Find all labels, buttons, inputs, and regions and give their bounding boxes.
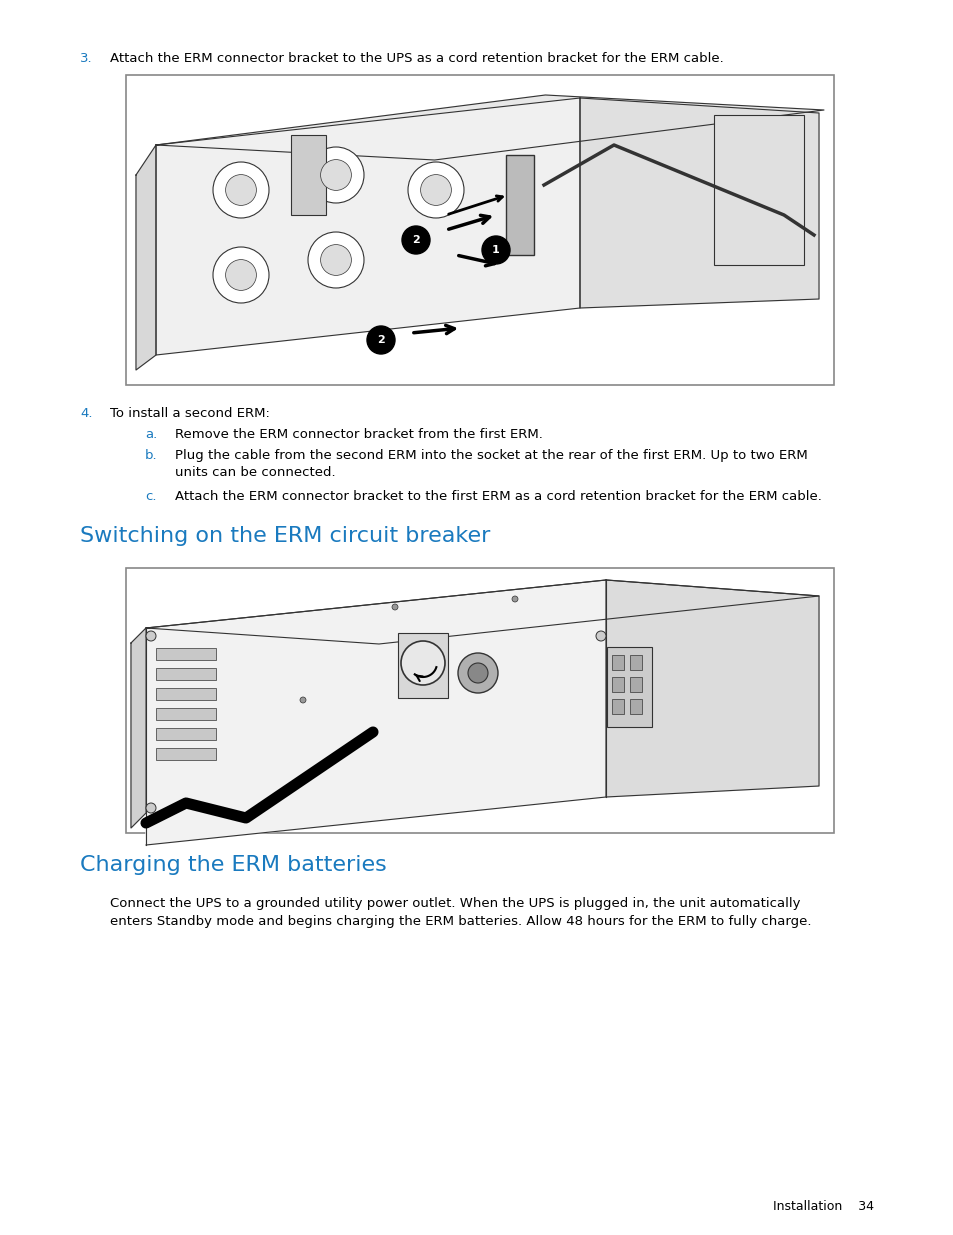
Circle shape <box>225 174 256 205</box>
Text: Attach the ERM connector bracket to the UPS as a cord retention bracket for the : Attach the ERM connector bracket to the … <box>110 52 723 65</box>
Bar <box>156 748 215 760</box>
Text: a.: a. <box>145 429 157 441</box>
Text: Plug the cable from the second ERM into the socket at the rear of the first ERM.: Plug the cable from the second ERM into … <box>174 450 807 479</box>
Circle shape <box>408 162 463 219</box>
Polygon shape <box>579 98 818 308</box>
Bar <box>612 655 623 671</box>
Bar <box>612 699 623 714</box>
Text: To install a second ERM:: To install a second ERM: <box>110 408 270 420</box>
Text: 2: 2 <box>412 235 419 245</box>
Bar <box>606 647 651 727</box>
Bar <box>156 648 215 659</box>
Bar <box>156 708 215 720</box>
Circle shape <box>308 147 364 203</box>
Circle shape <box>481 236 510 264</box>
Polygon shape <box>146 580 818 643</box>
Circle shape <box>225 259 256 290</box>
Bar <box>126 75 833 385</box>
Circle shape <box>420 174 451 205</box>
Text: c.: c. <box>145 490 156 503</box>
Text: 4.: 4. <box>80 408 92 420</box>
Text: 2: 2 <box>376 335 384 345</box>
Text: b.: b. <box>145 450 157 462</box>
Circle shape <box>392 604 397 610</box>
Text: 1: 1 <box>492 245 499 254</box>
Text: Remove the ERM connector bracket from the first ERM.: Remove the ERM connector bracket from th… <box>174 429 542 441</box>
Bar <box>629 677 641 692</box>
Bar <box>505 156 534 254</box>
Circle shape <box>320 245 351 275</box>
Text: 3.: 3. <box>80 52 92 65</box>
Circle shape <box>596 631 605 641</box>
Polygon shape <box>136 144 156 370</box>
Bar <box>713 115 803 266</box>
Circle shape <box>367 326 395 354</box>
Bar <box>126 568 833 832</box>
Bar <box>156 688 215 700</box>
Circle shape <box>320 159 351 190</box>
Circle shape <box>512 597 517 601</box>
Circle shape <box>401 226 430 254</box>
Circle shape <box>213 162 269 219</box>
Text: Charging the ERM batteries: Charging the ERM batteries <box>80 855 386 876</box>
Bar <box>629 699 641 714</box>
Bar <box>156 668 215 680</box>
Bar <box>612 677 623 692</box>
Polygon shape <box>146 580 605 845</box>
Circle shape <box>299 697 306 703</box>
Text: Installation    34: Installation 34 <box>772 1200 873 1213</box>
Circle shape <box>308 232 364 288</box>
Bar <box>291 135 326 215</box>
Bar <box>126 75 833 385</box>
Polygon shape <box>605 580 818 797</box>
Polygon shape <box>131 629 146 827</box>
Polygon shape <box>156 95 823 161</box>
Bar <box>156 727 215 740</box>
Circle shape <box>457 653 497 693</box>
Circle shape <box>400 641 444 685</box>
Circle shape <box>213 247 269 303</box>
Text: Attach the ERM connector bracket to the first ERM as a cord retention bracket fo: Attach the ERM connector bracket to the … <box>174 490 821 503</box>
Text: Connect the UPS to a grounded utility power outlet. When the UPS is plugged in, : Connect the UPS to a grounded utility po… <box>110 897 811 927</box>
Circle shape <box>146 803 156 813</box>
Bar <box>397 634 448 698</box>
Circle shape <box>468 663 488 683</box>
Circle shape <box>146 631 156 641</box>
Bar <box>629 655 641 671</box>
Polygon shape <box>156 98 579 354</box>
Text: Switching on the ERM circuit breaker: Switching on the ERM circuit breaker <box>80 526 490 546</box>
Bar <box>126 568 833 832</box>
